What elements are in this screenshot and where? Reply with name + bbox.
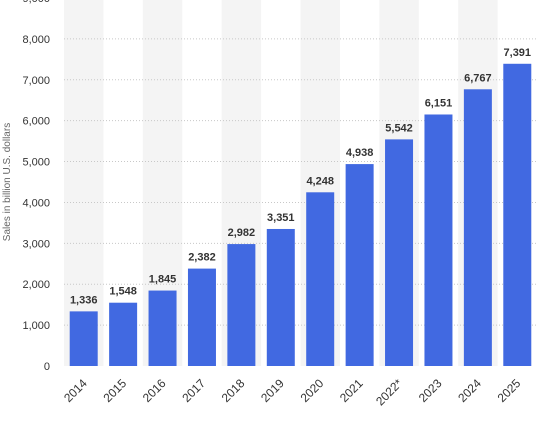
y-axis-ticks: 0 1,000 2,000 3,000 4,000 5,000 6,000 7,000 8,00… bbox=[22, 0, 50, 373]
x-axis-ticks: 2014 2015 2016 2017 2018 2019 2020 2021 2022* 202… bbox=[61, 376, 524, 408]
x-tick-label: 2014 bbox=[61, 376, 90, 405]
bar bbox=[463, 89, 492, 367]
bar-value-label: 2,382 bbox=[188, 252, 216, 264]
column-stripe bbox=[64, 0, 104, 366]
bar bbox=[187, 268, 216, 366]
bar bbox=[385, 139, 414, 366]
bar-value-label: 4,938 bbox=[346, 147, 374, 159]
bar-value-label: 6,151 bbox=[425, 97, 453, 109]
bar-value-label: 6,767 bbox=[464, 72, 492, 84]
bar-value-label: 4,248 bbox=[306, 175, 334, 187]
bar-value-label: 7,391 bbox=[504, 47, 532, 59]
bar bbox=[306, 192, 335, 366]
bars bbox=[69, 63, 532, 367]
bar bbox=[227, 244, 256, 366]
bar bbox=[266, 228, 295, 366]
x-tick-label: 2021 bbox=[337, 376, 366, 405]
y-tick-label: 0 bbox=[44, 361, 50, 373]
y-tick-label: 3,000 bbox=[22, 238, 50, 250]
y-tick-label: 8,000 bbox=[22, 34, 50, 46]
x-tick-label: 2018 bbox=[219, 376, 248, 405]
bar-value-label: 1,845 bbox=[149, 274, 177, 286]
bar bbox=[109, 302, 138, 366]
x-tick-label: 2017 bbox=[179, 376, 208, 405]
y-tick-label: 1,000 bbox=[22, 320, 50, 332]
bar-value-label: 2,982 bbox=[228, 227, 256, 239]
y-tick-label: 5,000 bbox=[22, 157, 50, 169]
x-tick-label: 2015 bbox=[100, 376, 129, 405]
bar bbox=[424, 114, 453, 366]
bar bbox=[148, 290, 177, 366]
x-tick-label: 2016 bbox=[140, 376, 169, 405]
bar-value-label: 5,542 bbox=[385, 122, 413, 134]
bar-value-label: 1,336 bbox=[70, 294, 98, 306]
bar-value-labels: 1,336 1,548 1,845 2,382 2,982 3,351 4,248 4,938… bbox=[70, 47, 531, 307]
y-tick-label: 4,000 bbox=[22, 197, 50, 209]
x-tick-label: 2022* bbox=[373, 376, 405, 408]
y-tick-label: 9,000 bbox=[22, 0, 50, 5]
bar bbox=[69, 311, 98, 366]
y-tick-label: 2,000 bbox=[22, 279, 50, 291]
bar-value-label: 1,548 bbox=[109, 286, 137, 298]
x-tick-label: 2024 bbox=[455, 376, 484, 405]
y-axis-title: Sales in billion U.S. dollars bbox=[2, 123, 13, 241]
bar bbox=[345, 164, 374, 366]
bar bbox=[503, 63, 532, 366]
x-tick-label: 2019 bbox=[258, 376, 287, 405]
x-tick-label: 2020 bbox=[298, 376, 327, 405]
bar-value-label: 3,351 bbox=[267, 212, 295, 224]
y-tick-label: 6,000 bbox=[22, 116, 50, 128]
grid-lines bbox=[64, 38, 537, 326]
x-tick-label: 2023 bbox=[416, 376, 445, 405]
x-tick-label: 2025 bbox=[495, 376, 524, 405]
y-tick-label: 7,000 bbox=[22, 75, 50, 87]
